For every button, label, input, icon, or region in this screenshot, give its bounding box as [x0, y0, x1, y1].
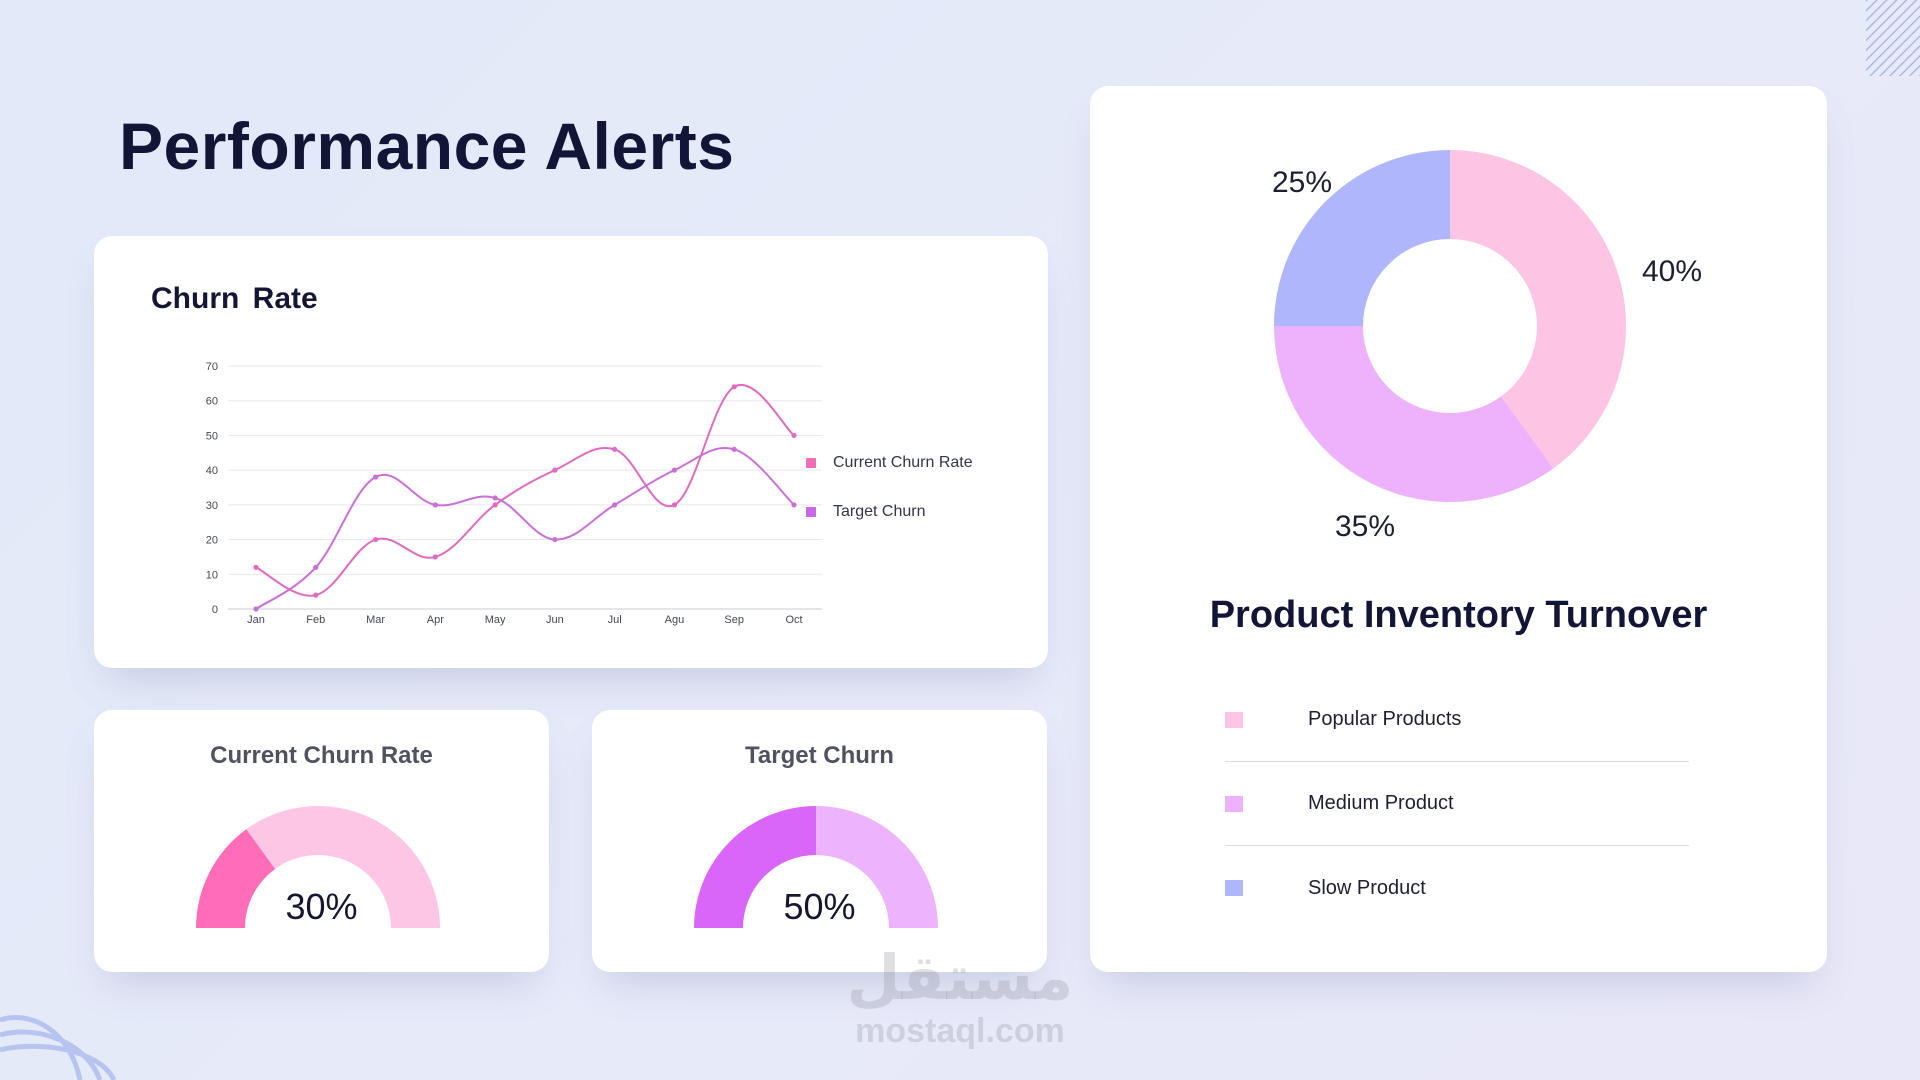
data-point	[432, 502, 438, 508]
y-tick-label: 0	[212, 604, 218, 616]
inventory-donut-chart	[1274, 150, 1626, 502]
data-point	[372, 474, 379, 480]
inventory-turnover-card: 25% 40% 35% Product Inventory Turnover P…	[1090, 86, 1827, 972]
current-churn-gauge-value: 30%	[285, 886, 358, 927]
data-point	[432, 554, 438, 560]
watermark-latin: mostaql.com	[855, 1012, 1065, 1050]
data-point	[671, 502, 678, 508]
x-tick-label: May	[485, 614, 506, 626]
x-tick-label: Oct	[785, 614, 802, 626]
data-point	[612, 446, 618, 452]
slice-label-slow: 25%	[1272, 166, 1333, 199]
x-tick-label: Jan	[247, 614, 265, 626]
legend-label: Target Churn	[833, 503, 926, 520]
x-tick-label: Sep	[724, 614, 744, 626]
churn-rate-card: Churn Rate 0 10 20 30 40 50 60 70 Jan Feb Mar Apr M…	[94, 236, 1048, 668]
page-title: Performance Alerts	[119, 109, 735, 183]
legend-item-popular-products: Popular Products	[1225, 678, 1689, 762]
legend-item-slow-product: Slow Product	[1225, 846, 1689, 930]
inventory-legend: Popular Products Medium Product Slow Pro…	[1225, 678, 1689, 930]
legend-label: Slow Product	[1308, 876, 1426, 899]
data-point	[492, 502, 498, 508]
data-point	[372, 536, 379, 543]
churn-rate-title: Churn Rate	[151, 282, 318, 315]
gauge-track	[816, 806, 938, 928]
legend-swatch	[806, 458, 816, 468]
y-tick-label: 30	[206, 500, 218, 512]
x-tick-label: Apr	[427, 614, 444, 626]
data-point	[253, 564, 259, 570]
y-axis-ticks: 0 10 20 30 40 50 60 70	[206, 361, 218, 616]
gauge-track	[246, 806, 440, 928]
target-churn-gauge-card: Target Churn 50%	[592, 710, 1047, 972]
slice-label-medium: 35%	[1335, 510, 1396, 543]
inventory-turnover-title: Product Inventory Turnover	[1209, 594, 1708, 636]
x-tick-label: Mar	[366, 614, 385, 626]
x-tick-label: Agu	[665, 614, 685, 626]
current-churn-gauge-card: Current Churn Rate 30%	[94, 710, 549, 972]
data-point	[313, 564, 319, 570]
legend-swatch	[1225, 880, 1243, 896]
data-point	[552, 467, 558, 473]
data-point	[731, 446, 737, 452]
legend-item-target-churn: Target Churn	[806, 501, 973, 523]
line-chart-legend: Current Churn Rate Target Churn	[806, 452, 973, 550]
y-tick-label: 40	[206, 465, 218, 477]
data-point	[731, 384, 737, 390]
y-tick-label: 20	[206, 535, 218, 547]
legend-swatch	[1225, 711, 1243, 728]
y-tick-label: 50	[206, 430, 218, 442]
data-point	[492, 495, 498, 501]
legend-swatch	[1225, 795, 1243, 812]
data-point	[253, 606, 259, 612]
target-churn-gauge-value: 50%	[783, 886, 856, 927]
x-axis-ticks: Jan Feb Mar Apr May Jun Jul Agu Sep Oct	[247, 614, 802, 626]
corner-hatch-decoration	[1866, 0, 1920, 76]
watermark-arabic: مستقل	[846, 941, 1074, 1014]
legend-item-medium-product: Medium Product	[1225, 762, 1689, 846]
x-tick-label: Feb	[306, 614, 325, 626]
y-tick-label: 70	[206, 361, 218, 373]
data-point	[552, 536, 558, 543]
donut-slice-0	[1450, 150, 1626, 469]
donut-slice-1	[1274, 326, 1554, 502]
gauge-fill	[196, 829, 276, 928]
legend-label: Medium Product	[1308, 792, 1454, 814]
series-line-1	[255, 447, 795, 610]
churn-line-chart: 0 10 20 30 40 50 60 70 Jan Feb Mar Apr May Jun Jul Agu…	[206, 361, 822, 626]
chart-gridlines	[228, 365, 822, 610]
x-tick-label: Jun	[546, 614, 564, 626]
data-point	[791, 432, 797, 439]
current-churn-gauge-title: Current Churn Rate	[210, 742, 433, 769]
gauge-fill	[694, 806, 816, 928]
donut-slice-2	[1274, 150, 1450, 326]
legend-label: Current Churn Rate	[833, 454, 973, 471]
legend-label: Popular Products	[1308, 708, 1462, 730]
target-churn-gauge-title: Target Churn	[745, 742, 894, 769]
y-tick-label: 10	[206, 569, 218, 581]
x-tick-label: Jul	[608, 614, 622, 626]
chart-series	[253, 383, 797, 612]
corner-waves-decoration	[0, 1015, 117, 1080]
data-point	[313, 592, 319, 598]
legend-swatch	[806, 507, 816, 517]
current-churn-gauge	[196, 806, 440, 928]
donut-slices	[1274, 150, 1626, 502]
watermark-logo: مستقل mostaql.com	[845, 945, 1075, 1051]
series-line-0	[255, 383, 795, 597]
slice-label-popular: 40%	[1642, 255, 1703, 288]
target-churn-gauge	[694, 806, 938, 928]
data-point	[671, 467, 678, 473]
legend-item-current-churn: Current Churn Rate	[806, 452, 973, 474]
y-tick-label: 60	[206, 396, 218, 408]
data-point	[791, 502, 797, 508]
data-point	[612, 502, 618, 508]
